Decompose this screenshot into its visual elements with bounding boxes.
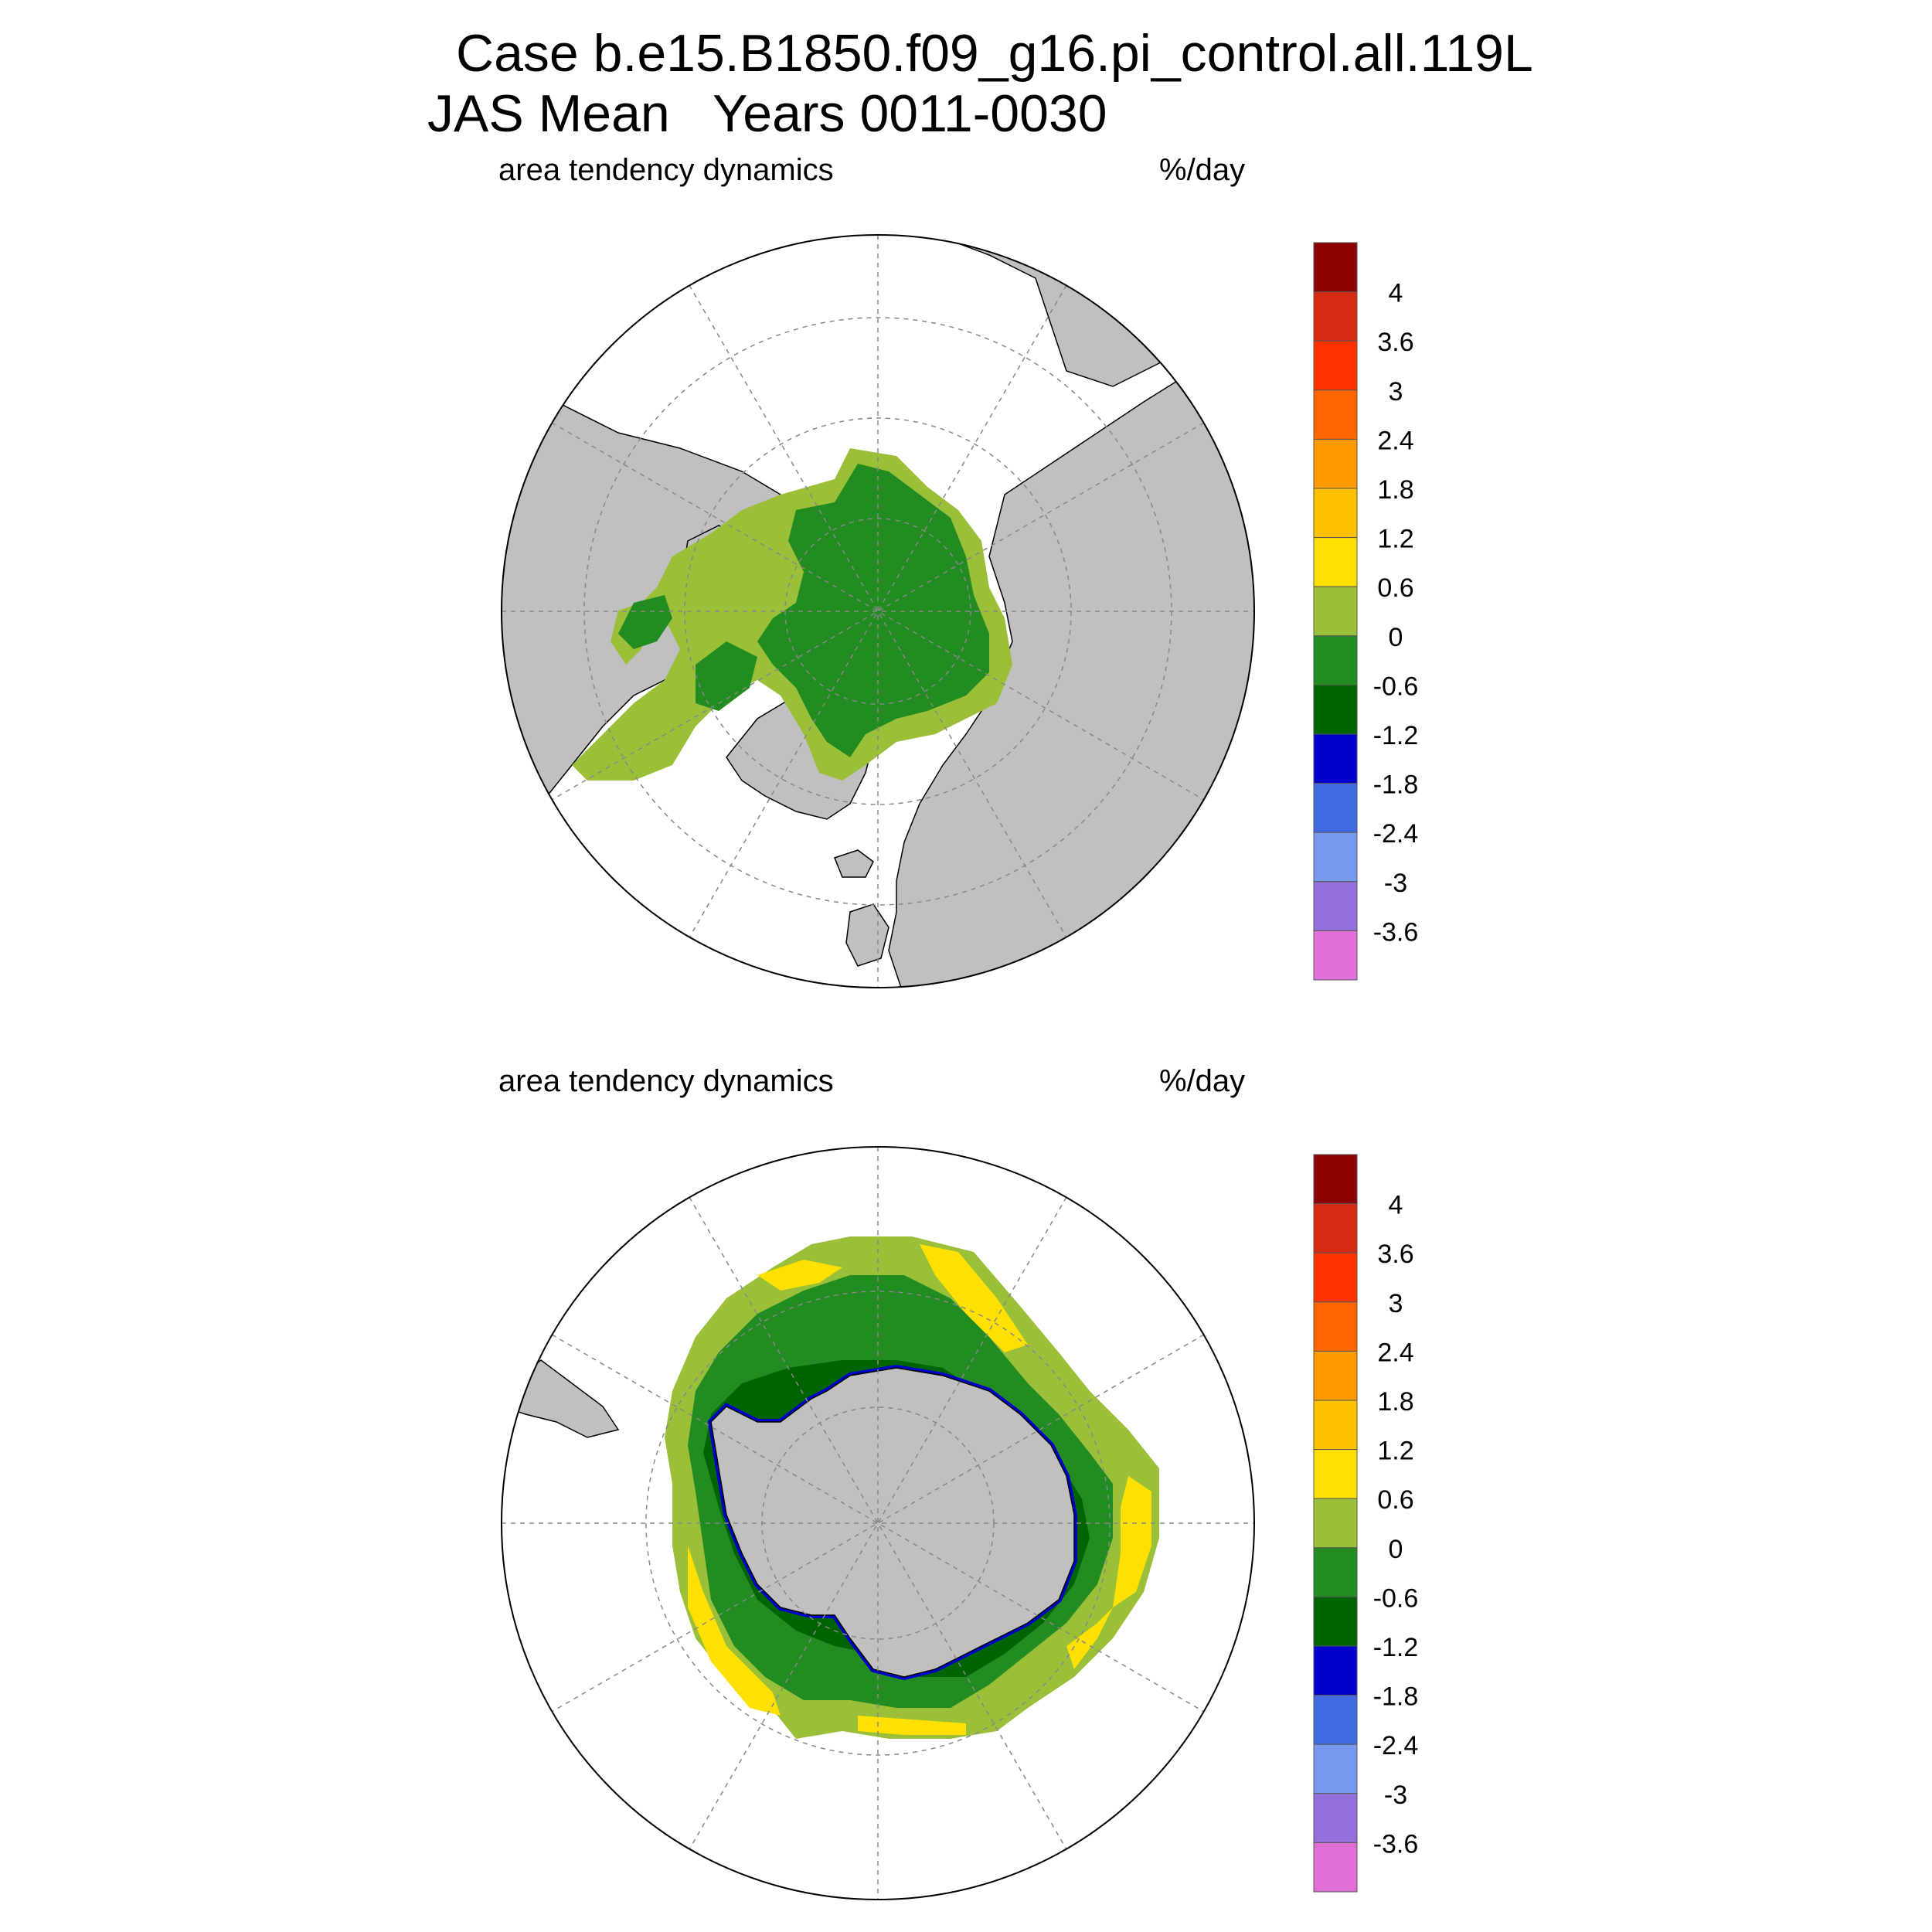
south-colorbar-tick-label: 1.8 — [1377, 1387, 1413, 1417]
south-colorbar-swatch — [1313, 1793, 1358, 1843]
south-ice-yellow-se — [1066, 1607, 1113, 1669]
north-colorbar-swatch — [1313, 635, 1358, 685]
south-ice-yellow-west — [688, 1546, 781, 1716]
north-graticule — [502, 235, 1254, 988]
north-ice-green-west — [618, 595, 672, 649]
south-colorbar-tick-label: 1.2 — [1377, 1437, 1413, 1466]
chart-title-period: JAS Mean Years 0011-0030 — [427, 84, 1107, 143]
north-panel-label: area tendency dynamics — [498, 153, 834, 187]
north-colorbar-swatch — [1313, 684, 1358, 735]
north-colorbar-swatch — [1313, 586, 1358, 637]
south-colorbar-tick-label: 0 — [1389, 1535, 1403, 1564]
north-colorbar-tick-label: -3.6 — [1373, 917, 1419, 947]
north-colorbar-tick-label: -2.4 — [1373, 819, 1419, 849]
north-ice-green — [757, 464, 989, 757]
north-colorbar-tick-label: 2.4 — [1377, 426, 1413, 455]
south-colorbar-swatch — [1313, 1252, 1358, 1303]
south-colorbar-swatch — [1313, 1400, 1358, 1451]
north-colorbar-tick-label: 0 — [1389, 623, 1403, 652]
south-graticule — [502, 1147, 1254, 1900]
north-ice-green-baffin — [696, 641, 757, 711]
south-colorbar-tick-label: -1.8 — [1373, 1682, 1419, 1712]
south-colorbar-swatch — [1313, 1842, 1358, 1893]
south-colorbar-tick-label: -0.6 — [1373, 1583, 1419, 1613]
south-colorbar-swatch — [1313, 1301, 1358, 1352]
south-colorbar-tick-label: 0.6 — [1377, 1485, 1413, 1515]
north-colorbar-tick-label: -1.8 — [1373, 770, 1419, 800]
north-colorbar-tick-label: 4 — [1389, 279, 1403, 308]
north-colorbar-swatch — [1313, 783, 1358, 833]
north-colorbar-swatch — [1313, 488, 1358, 539]
south-colorbar-swatch — [1313, 1596, 1358, 1647]
north-colorbar-swatch — [1313, 881, 1358, 931]
south-colorbar-swatch — [1313, 1695, 1358, 1745]
north-colorbar-tick-label: -1.2 — [1373, 721, 1419, 750]
south-ice-yellow-east — [1113, 1476, 1151, 1607]
south-colorbar-swatch — [1313, 1350, 1358, 1401]
north-colorbar-swatch — [1313, 291, 1358, 342]
north-colorbar-tick-label: 0.6 — [1377, 573, 1413, 603]
south-colorbar-tick-label: 3.6 — [1377, 1240, 1413, 1269]
south-colorbar-tick-label: -2.4 — [1373, 1731, 1419, 1760]
south-colorbar-swatch — [1313, 1498, 1358, 1549]
south-ice-yellow-nw — [757, 1260, 842, 1291]
north-colorbar-tick-label: 1.2 — [1377, 525, 1413, 554]
north-colorbar-tick-label: 3.6 — [1377, 328, 1413, 357]
south-colorbar-tick-label: 2.4 — [1377, 1338, 1413, 1367]
south-map-border — [501, 1146, 1255, 1900]
south-panel-units: %/day — [1159, 1064, 1246, 1098]
south-colorbar-swatch — [1313, 1203, 1358, 1253]
south-polar-map — [501, 1146, 1255, 1900]
south-colorbar-tick-label: 4 — [1389, 1191, 1403, 1220]
north-colorbar: 4 3.6 3 2.4 1.8 1.2 0.6 0 -0.6 -1.2 -1.8 -2.4 -3 -3.6 — [1313, 242, 1419, 981]
south-colorbar: 4 3.6 3 2.4 1.8 1.2 0.6 0 -0.6 -1.2 -1.8 -2.4 -3 -3.6 — [1313, 1154, 1419, 1893]
north-colorbar-swatch — [1313, 389, 1358, 440]
north-colorbar-swatch — [1313, 832, 1358, 883]
south-colorbar-swatch — [1313, 1743, 1358, 1794]
south-ice-yellow-south — [858, 1716, 966, 1735]
north-land-iceland — [834, 849, 874, 878]
north-colorbar-tick-label: 3 — [1389, 377, 1403, 406]
south-colorbar-tick-label: -3 — [1384, 1781, 1407, 1810]
north-panel-units: %/day — [1159, 153, 1246, 187]
north-colorbar-swatch — [1313, 537, 1358, 587]
north-colorbar-tick-label: -0.6 — [1373, 672, 1419, 701]
south-colorbar-tick-label: -1.2 — [1373, 1633, 1419, 1662]
south-panel-label: area tendency dynamics — [498, 1064, 834, 1098]
south-colorbar-swatch — [1313, 1645, 1358, 1696]
south-colorbar-swatch — [1313, 1449, 1358, 1499]
north-colorbar-swatch — [1313, 733, 1358, 784]
north-colorbar-swatch — [1313, 930, 1358, 981]
chart-title-case: Case b.e15.B1850.f09_g16.pi_control.all.… — [456, 24, 1533, 83]
south-colorbar-swatch — [1313, 1154, 1358, 1205]
north-colorbar-tick-label: 1.8 — [1377, 475, 1413, 505]
north-colorbar-swatch — [1313, 438, 1358, 489]
south-land-antarctica — [710, 1367, 1075, 1678]
north-map-border — [501, 234, 1255, 988]
south-colorbar-swatch — [1313, 1547, 1358, 1597]
north-colorbar-swatch — [1313, 340, 1358, 391]
south-colorbar-tick-label: 3 — [1389, 1289, 1403, 1318]
south-colorbar-tick-label: -3.6 — [1373, 1829, 1419, 1859]
south-ice-yellow-ne — [920, 1244, 1028, 1352]
north-colorbar-tick-label: -3 — [1384, 869, 1407, 898]
north-polar-map — [501, 234, 1255, 988]
north-colorbar-swatch — [1313, 242, 1358, 293]
